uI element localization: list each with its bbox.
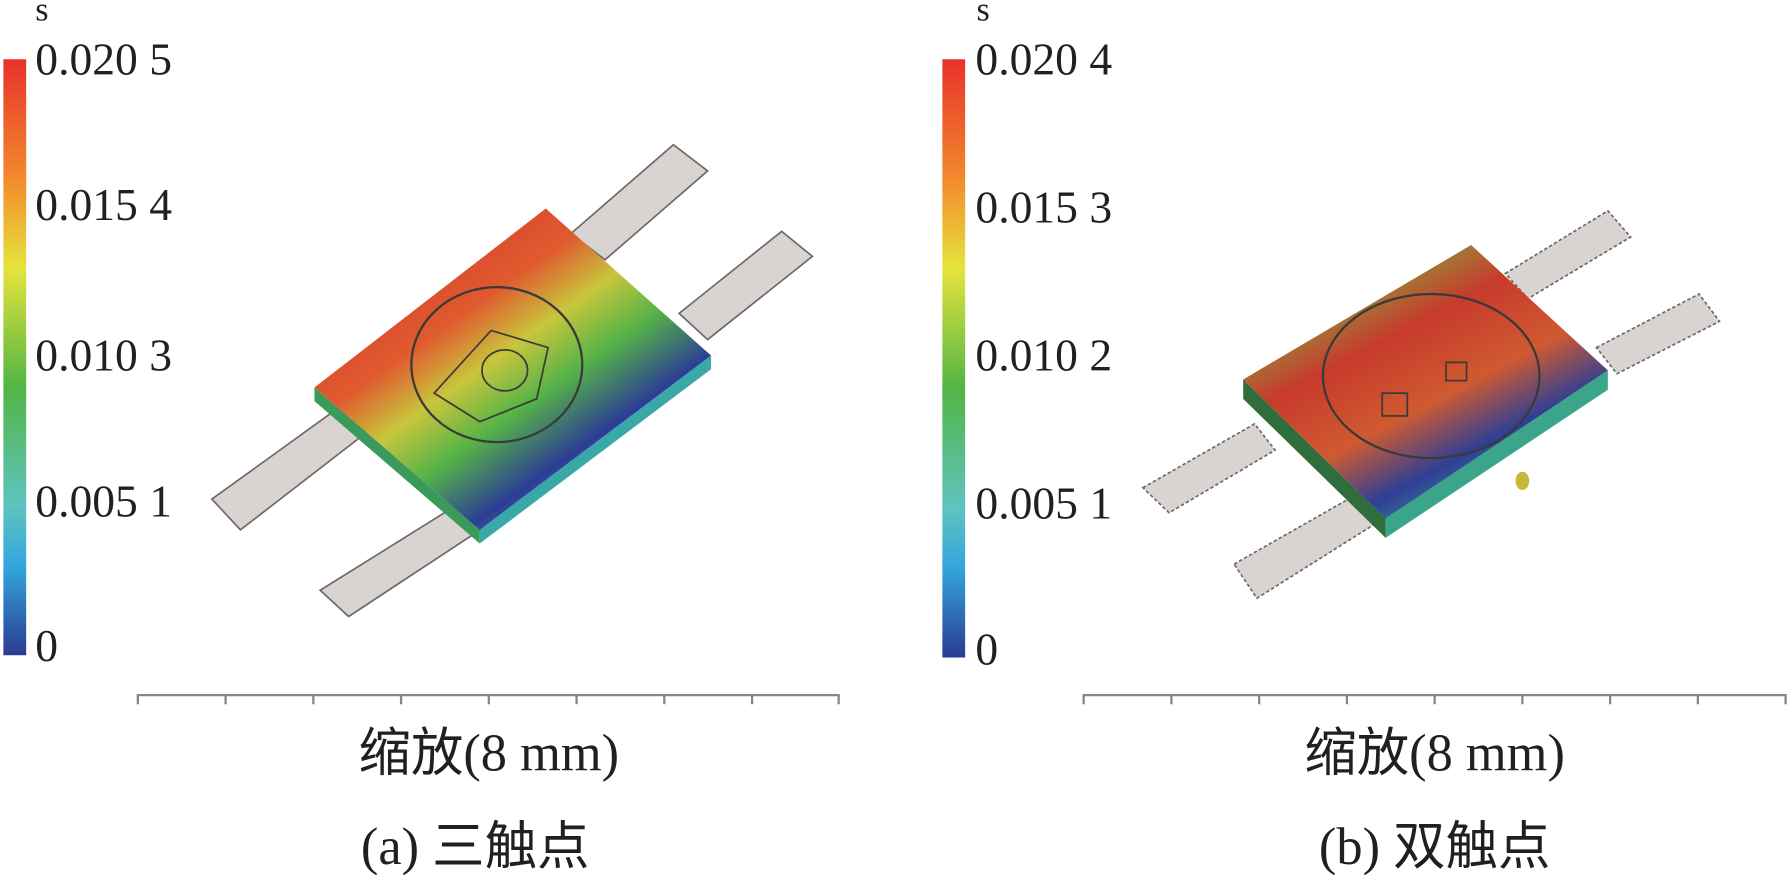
unit: s	[35, 0, 48, 29]
panel-b: s 0.020 4 0.015 3 0.010 2 0.005 1 0 缩放(8…	[942, 0, 1787, 876]
unit: s	[977, 0, 990, 29]
colorbar	[942, 59, 966, 658]
colorbar-label: 0	[35, 620, 58, 671]
scale-label: 缩放(8 mm)	[359, 724, 620, 782]
colorbar-label: 0.010 3	[35, 330, 172, 381]
scale-label: 缩放(8 mm)	[1304, 724, 1565, 782]
colorbar-label: 0.005 1	[975, 478, 1112, 529]
colorbar	[3, 59, 27, 656]
colorbar-label: 0	[975, 624, 998, 675]
colorbar-label: 0.015 3	[975, 181, 1112, 232]
part-model	[1141, 209, 1721, 600]
colorbar-label: 0.010 2	[975, 330, 1112, 381]
panel-a: s 0.020 5 0.015 4 0.010 3 0.005 1 0 缩放(8…	[3, 0, 840, 876]
caption: (a) 三触点	[361, 818, 589, 876]
part-model	[210, 143, 814, 618]
scale-bar	[136, 693, 840, 705]
colorbar-label: 0.020 5	[35, 33, 172, 84]
colorbar-label: 0.015 4	[35, 179, 172, 230]
scale-bar	[1082, 693, 1787, 705]
caption: (b) 双触点	[1319, 818, 1550, 876]
colorbar-label: 0.020 4	[975, 33, 1112, 84]
colorbar-label: 0.005 1	[35, 475, 172, 526]
